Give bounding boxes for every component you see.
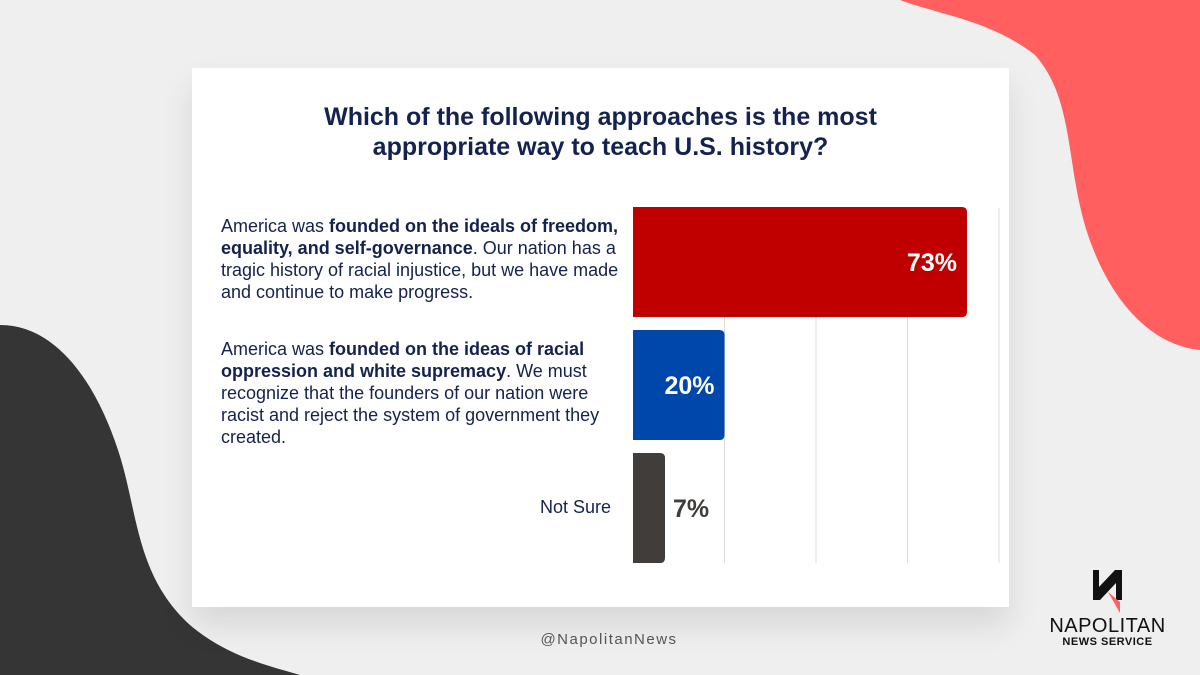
- coral-blob: [900, 0, 1200, 350]
- category-label-3: Not Sure: [539, 497, 611, 517]
- data-label-1: 73%: [907, 249, 957, 277]
- dark-blob: [0, 325, 300, 675]
- chart-title-line-2: appropriate way to teach U.S. history?: [372, 133, 829, 161]
- social-handle[interactable]: @NapolitanNews: [540, 631, 678, 648]
- napolitan-logo: NAPOLITAN NEWS SERVICE: [1040, 567, 1175, 652]
- bar-3: [633, 453, 666, 563]
- bar-2: [633, 330, 725, 440]
- category-label-2: America was founded on the ideas of raci…: [221, 339, 600, 447]
- data-label-3: 7%: [673, 495, 709, 523]
- bar-1: [633, 207, 967, 317]
- logo-name: NAPOLITAN: [1049, 615, 1166, 637]
- napolitan-n-icon: [1093, 570, 1122, 613]
- category-label-1: America was founded on the ideals of fre…: [221, 216, 619, 302]
- data-label-2: 20%: [664, 372, 714, 400]
- logo-subtitle: NEWS SERVICE: [1062, 636, 1153, 648]
- chart-title: Which of the following approaches is the…: [192, 102, 1009, 162]
- bar-chart: 73% 20% 7%: [633, 207, 1000, 563]
- poll-card: Which of the following approaches is the…: [192, 68, 1009, 607]
- chart-title-line-1: Which of the following approaches is the…: [324, 103, 877, 131]
